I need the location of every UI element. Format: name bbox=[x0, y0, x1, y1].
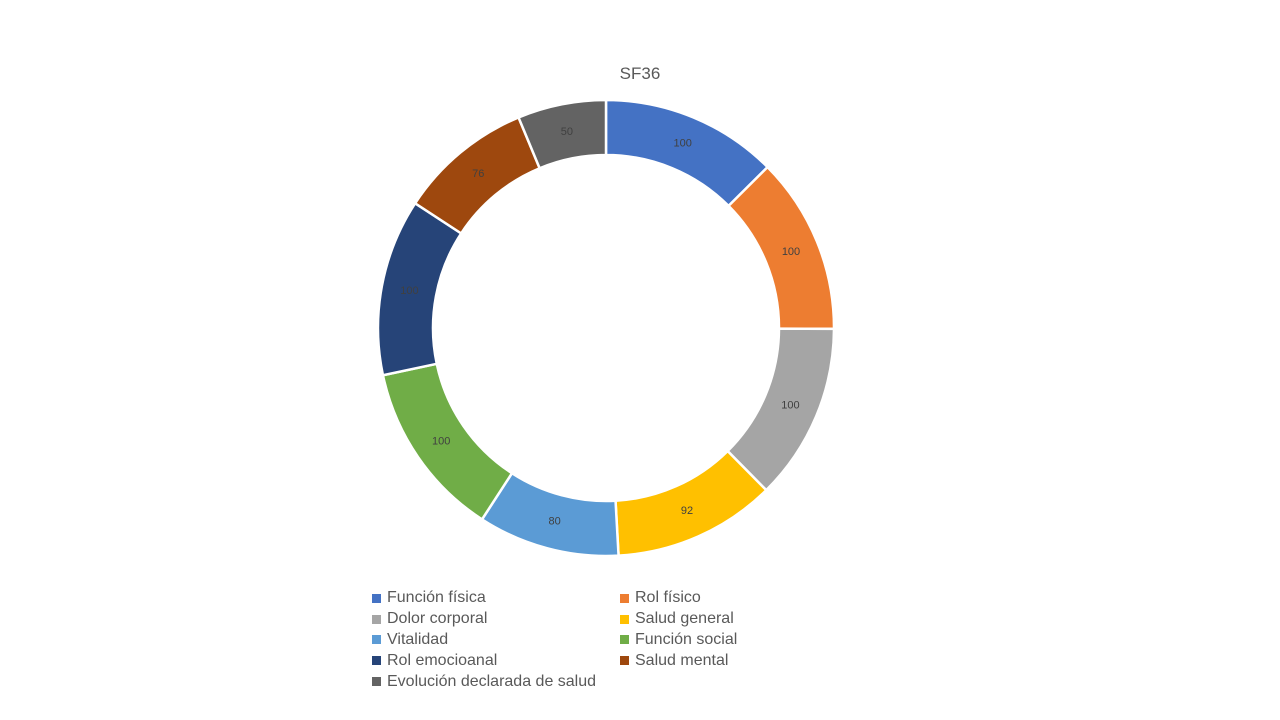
legend-label: Rol físico bbox=[635, 589, 701, 607]
data-label-4: 92 bbox=[681, 505, 693, 517]
legend-swatch bbox=[372, 677, 381, 687]
data-label-6: 100 bbox=[432, 435, 450, 447]
donut-slice-4 bbox=[614, 449, 769, 557]
legend-item: Rol emocioanal bbox=[372, 650, 620, 671]
legend-swatch bbox=[620, 635, 629, 645]
legend-item: Evolución declarada de salud bbox=[372, 671, 620, 692]
data-label-5: 80 bbox=[548, 515, 560, 527]
legend-label: Salud mental bbox=[635, 651, 729, 669]
legend-item: Función social bbox=[620, 630, 880, 651]
legend-swatch bbox=[372, 635, 381, 645]
donut-slice-7 bbox=[376, 201, 463, 377]
data-label-8: 76 bbox=[472, 168, 484, 180]
legend-swatch bbox=[620, 614, 629, 624]
legend-swatch bbox=[620, 656, 629, 666]
data-label-2: 100 bbox=[782, 246, 800, 258]
donut-slice-9 bbox=[516, 98, 608, 170]
legend-label: Rol emocioanal bbox=[387, 651, 498, 669]
legend-label: Función física bbox=[387, 589, 486, 607]
legend-item: Salud mental bbox=[620, 650, 880, 671]
data-label-1: 100 bbox=[674, 137, 692, 149]
legend-swatch bbox=[372, 656, 381, 666]
legend: Función física Rol físico Dolor corporal Sa… bbox=[372, 588, 892, 692]
legend-swatch bbox=[372, 593, 381, 603]
chart-title: SF36 bbox=[619, 64, 661, 83]
legend-label: Salud general bbox=[635, 610, 734, 628]
legend-item: Salud general bbox=[620, 609, 880, 630]
data-label-7: 100 bbox=[400, 285, 418, 297]
legend-swatch bbox=[620, 593, 629, 603]
legend-item: Rol físico bbox=[620, 588, 880, 609]
legend-item: Vitalidad bbox=[372, 630, 620, 651]
legend-swatch bbox=[372, 614, 381, 624]
legend-label: Vitalidad bbox=[387, 630, 449, 648]
legend-item: Dolor corporal bbox=[372, 609, 620, 630]
legend-label: Dolor corporal bbox=[387, 610, 488, 628]
legend-label: Evolución declarada de salud bbox=[387, 672, 597, 690]
legend-item: Función física bbox=[372, 588, 620, 609]
data-label-3: 100 bbox=[781, 399, 799, 411]
data-label-9: 50 bbox=[561, 126, 573, 138]
legend-label: Función social bbox=[635, 630, 738, 648]
